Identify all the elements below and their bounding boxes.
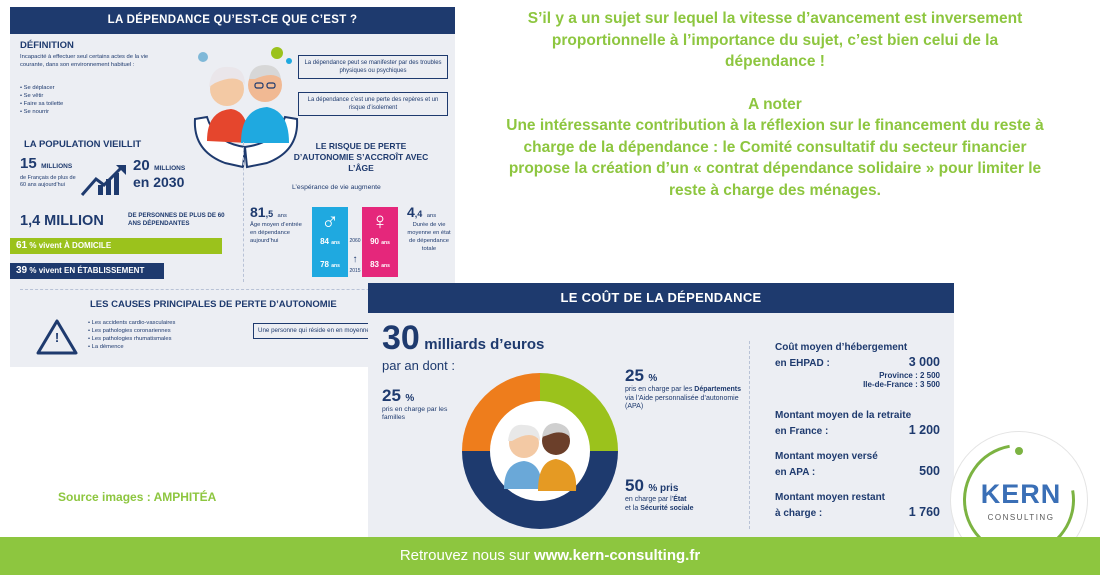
definition-item: • Se déplacer — [20, 84, 160, 92]
cause-item: • La démence — [88, 343, 248, 351]
logo-dot — [1015, 447, 1023, 455]
logo-subtitle: CONSULTING — [953, 513, 1089, 522]
male-box: ♂ 84 ans 78 ans — [312, 207, 348, 277]
stat-1-4-million: 1,4 MILLION — [20, 213, 104, 229]
bar-domicile: 61 % vivent À DOMICILE — [10, 238, 222, 254]
definition-item: • Se nourrir — [20, 108, 160, 116]
cost-item-reste: Montant moyen restant à charge : 1 760 — [775, 491, 940, 521]
cause-item: • Les pathologies rhumatismales — [88, 335, 248, 343]
info-box-reperes: La dépendance c’est une perte des repère… — [298, 92, 448, 116]
article-paragraph-intro: S’il y a un sujet sur lequel la vitesse … — [505, 8, 1045, 73]
definition-list: • Se déplacer • Se vêtir • Faire sa toil… — [20, 84, 160, 116]
label-apa: 25 % pris en charge par les Départements… — [625, 366, 755, 412]
cost-item-retraite: Montant moyen de la retraite en France :… — [775, 409, 940, 439]
thought-bubble-icon — [271, 47, 283, 59]
male-2015: 78 ans — [312, 260, 348, 269]
female-2015: 83 ans — [362, 260, 398, 269]
total-cost-sub: par an dont : — [382, 358, 455, 373]
footer-link[interactable]: www.kern-consulting.fr — [534, 547, 700, 564]
duree-dependance: 4,4 ans — [407, 204, 436, 222]
age-entree: 81,5 ans — [250, 204, 287, 222]
age-entree-text: Âge moyen d’entrée en dépendance aujourd… — [250, 221, 308, 245]
arrow-up-icon: ↑ — [349, 254, 361, 265]
logo-name: KERN — [953, 479, 1089, 510]
label-familles: 25 % pris en charge par les familles — [382, 386, 462, 422]
infographic-banner: LE COÛT DE LA DÉPENDANCE — [368, 283, 954, 313]
cause-item: • Les pathologies coronariennes — [88, 327, 248, 335]
cost-donut-chart — [460, 371, 620, 531]
definition-title: DÉFINITION — [20, 40, 74, 51]
warning-mark: ! — [36, 330, 78, 345]
bar-etablissement: 39 % vivent EN ÉTABLISSEMENT — [10, 263, 164, 279]
risk-title: LE RISQUE DE PERTE D’AUTONOMIE S’ACCROÎT… — [286, 141, 436, 174]
stat-1-4-million-text: DE PERSONNES DE PLUS DE 60 ANS DÉPENDANT… — [128, 212, 238, 228]
stat-15-millions: 15 MILLIONS — [20, 155, 72, 173]
footer-text: Retrouvez nous sur — [400, 547, 534, 564]
infographic-banner: LA DÉPENDANCE QU’EST-CE QUE C’EST ? — [10, 7, 455, 34]
infographic-cout: LE COÛT DE LA DÉPENDANCE 30 milliards d’… — [368, 283, 954, 540]
duree-dependance-text: Durée de vie moyenne en état de dépendan… — [406, 221, 452, 253]
cause-item: • Les accidents cardio-vasculaires — [88, 319, 248, 327]
footer-bar: Retrouvez nous sur www.kern-consulting.f… — [0, 537, 1100, 575]
female-icon: ♀ — [362, 207, 398, 237]
year-2015: 2015 — [349, 268, 361, 274]
definition-item: • Faire sa toilette — [20, 100, 160, 108]
population-title: LA POPULATION VIEILLIT — [24, 139, 141, 150]
total-cost: 30 milliards d’euros — [382, 319, 544, 358]
growth-chart-icon — [80, 163, 128, 197]
image-source: Source images : AMPHITÉA — [58, 490, 216, 504]
article-note-title: A noter — [505, 94, 1045, 116]
male-2060: 84 ans — [312, 237, 348, 246]
causes-list: • Les accidents cardio-vasculaires • Les… — [88, 319, 248, 351]
label-etat: 50 % pris en charge par l’État et la Séc… — [625, 476, 755, 513]
stat-20-millions: 20 MILLIONS — [133, 157, 185, 175]
divider — [749, 341, 750, 529]
divider — [243, 142, 244, 282]
year-2060: 2060 — [349, 238, 361, 244]
female-box: ♀ 90 ans 83 ans — [362, 207, 398, 277]
globe-icon — [198, 52, 208, 62]
thought-bubble-icon — [286, 58, 292, 64]
definition-item: • Se vêtir — [20, 92, 160, 100]
stat-2030: en 2030 — [133, 174, 184, 190]
stat-15-text: de Français de plus de 60 ans aujourd’hu… — [20, 175, 82, 189]
article-note-text: Une intéressante contribution à la réfle… — [505, 115, 1045, 201]
risk-subtitle: L’espérance de vie augmente — [292, 183, 381, 192]
article-text: S’il y a un sujet sur lequel la vitesse … — [505, 8, 1045, 201]
causes-title: LES CAUSES PRINCIPALES DE PERTE D’AUTONO… — [90, 299, 337, 310]
info-box-troubles: La dépendance peut se manifester par des… — [298, 55, 448, 79]
cost-item-ehpad: Coût moyen d’hébergement en EHPAD : 3 00… — [775, 341, 940, 389]
cost-item-apa: Montant moyen versé en APA : 500 — [775, 450, 940, 480]
definition-text: Incapacité à effectuer seul certains act… — [20, 53, 168, 69]
male-icon: ♂ — [312, 207, 348, 237]
female-2060: 90 ans — [362, 237, 398, 246]
